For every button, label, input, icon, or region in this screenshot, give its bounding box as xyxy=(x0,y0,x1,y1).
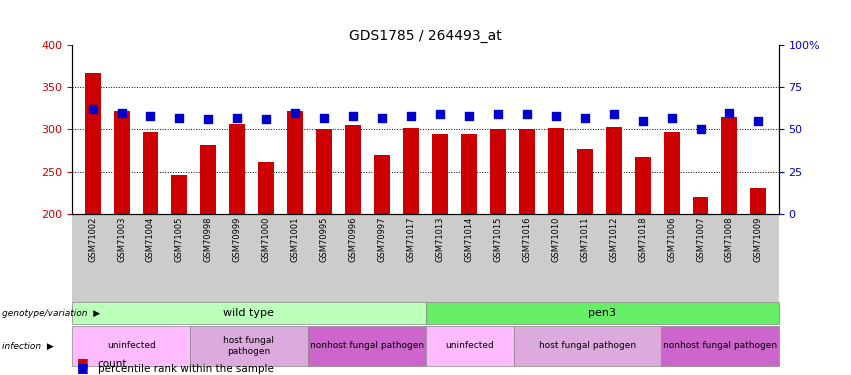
Text: percentile rank within the sample: percentile rank within the sample xyxy=(98,364,274,374)
Point xyxy=(260,116,273,122)
Bar xyxy=(403,128,419,214)
Point xyxy=(202,116,215,122)
Point xyxy=(288,110,302,116)
Point xyxy=(751,118,765,124)
Bar xyxy=(606,127,621,214)
Text: ■: ■ xyxy=(77,356,89,369)
Bar xyxy=(113,111,129,214)
Bar xyxy=(84,73,100,214)
Text: wild type: wild type xyxy=(224,308,274,318)
Bar xyxy=(722,117,738,214)
Point xyxy=(115,110,129,116)
Bar xyxy=(374,154,390,214)
Point xyxy=(346,113,360,119)
Text: host fungal pathogen: host fungal pathogen xyxy=(539,341,636,350)
Point xyxy=(144,113,157,119)
Bar xyxy=(201,146,216,214)
Text: genotype/variation  ▶: genotype/variation ▶ xyxy=(2,309,100,318)
Point xyxy=(722,110,736,116)
Point xyxy=(375,115,389,121)
Point xyxy=(578,115,591,121)
Point xyxy=(549,113,563,119)
Text: ■: ■ xyxy=(77,361,89,374)
Text: pen3: pen3 xyxy=(588,308,616,318)
Bar xyxy=(432,134,448,214)
Text: infection  ▶: infection ▶ xyxy=(2,341,54,350)
Bar xyxy=(751,188,767,214)
Point xyxy=(173,115,186,121)
Point xyxy=(433,111,447,117)
Bar xyxy=(664,132,679,214)
Point xyxy=(694,126,707,132)
Title: GDS1785 / 264493_at: GDS1785 / 264493_at xyxy=(349,28,502,43)
Text: uninfected: uninfected xyxy=(107,341,156,350)
Point xyxy=(462,113,476,119)
Bar xyxy=(577,149,592,214)
Bar xyxy=(142,132,158,214)
Point xyxy=(491,111,505,117)
Bar xyxy=(259,162,274,214)
Bar xyxy=(317,129,332,214)
Point xyxy=(665,115,678,121)
Point xyxy=(404,113,418,119)
Text: nonhost fungal pathogen: nonhost fungal pathogen xyxy=(663,341,777,350)
Text: nonhost fungal pathogen: nonhost fungal pathogen xyxy=(310,341,424,350)
Bar xyxy=(288,111,303,214)
Bar xyxy=(172,175,187,214)
Bar xyxy=(693,197,709,214)
Text: count: count xyxy=(98,358,128,369)
Text: host fungal
pathogen: host fungal pathogen xyxy=(224,336,274,356)
Bar xyxy=(548,128,563,214)
Point xyxy=(317,115,331,121)
Bar xyxy=(490,129,505,214)
Point xyxy=(636,118,649,124)
Bar xyxy=(230,124,245,214)
Text: uninfected: uninfected xyxy=(445,341,494,350)
Point xyxy=(520,111,534,117)
Bar xyxy=(635,157,650,214)
Point xyxy=(607,111,620,117)
Point xyxy=(86,106,100,112)
Bar xyxy=(346,125,361,214)
Point xyxy=(231,115,244,121)
Bar xyxy=(519,129,534,214)
Bar xyxy=(461,135,477,214)
